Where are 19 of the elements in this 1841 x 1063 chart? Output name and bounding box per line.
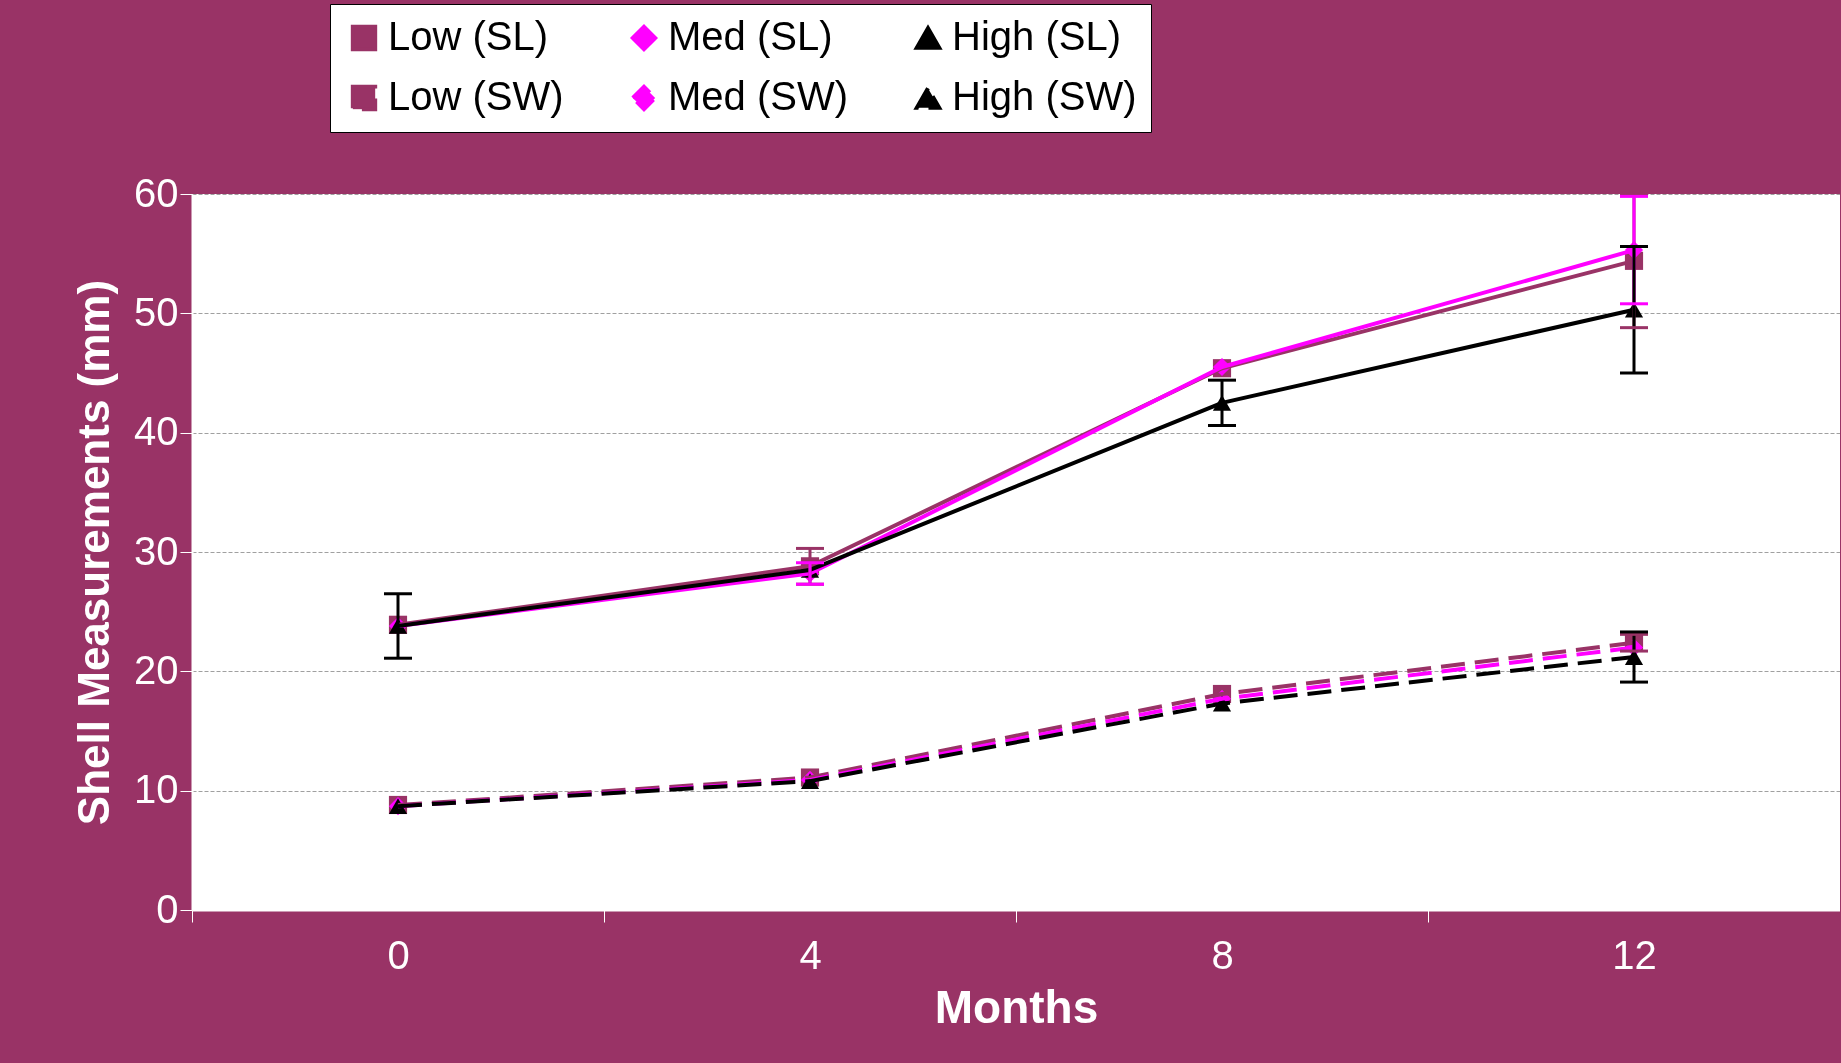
legend-label: Med (SL) bbox=[668, 14, 833, 58]
x-tick-label: 0 bbox=[387, 932, 410, 977]
y-tick-label: 40 bbox=[134, 409, 179, 454]
y-axis-title: Shell Measurements (mm) bbox=[69, 279, 119, 826]
y-tick-label: 0 bbox=[156, 886, 179, 931]
x-axis-title: Months bbox=[934, 980, 1099, 1033]
x-tick-label: 4 bbox=[799, 932, 822, 977]
y-tick-label: 30 bbox=[134, 528, 179, 573]
x-tick-label: 12 bbox=[1612, 932, 1657, 977]
y-tick-label: 10 bbox=[134, 767, 179, 812]
legend-label: High (SW) bbox=[952, 74, 1137, 118]
y-tick-label: 60 bbox=[134, 170, 179, 215]
legend-label: Low (SW) bbox=[388, 74, 564, 118]
legend-label: High (SL) bbox=[952, 14, 1121, 58]
y-tick-label: 20 bbox=[134, 647, 179, 692]
x-tick-label: 8 bbox=[1211, 932, 1234, 977]
y-tick-label: 50 bbox=[134, 289, 179, 334]
legend-label: Med (SW) bbox=[668, 74, 848, 118]
legend-label: Low (SL) bbox=[388, 14, 549, 58]
